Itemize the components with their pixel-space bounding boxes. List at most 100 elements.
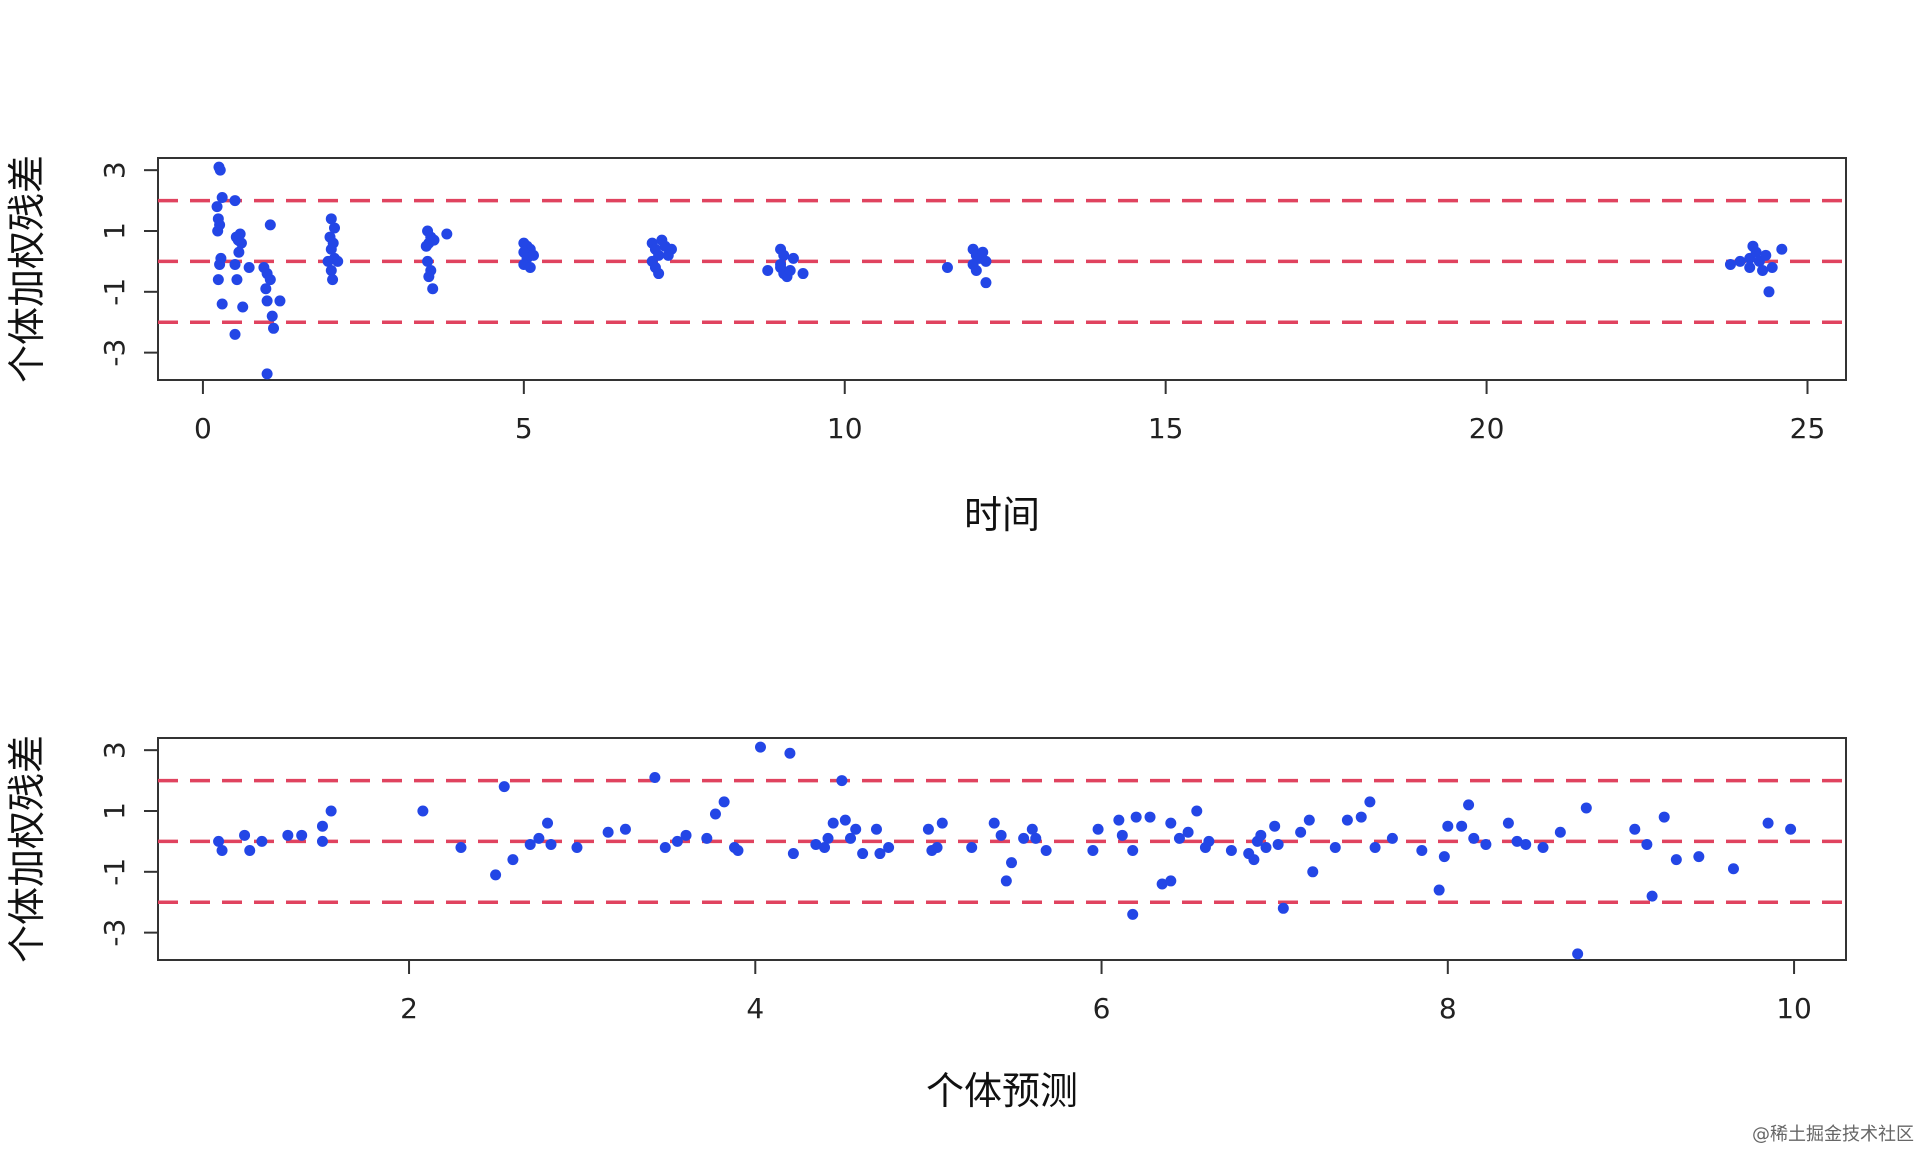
data-point (754, 741, 766, 753)
data-point (296, 829, 308, 841)
data-point (423, 271, 435, 283)
data-point (1087, 845, 1099, 857)
data-point (1670, 854, 1682, 866)
data-point (571, 841, 583, 853)
data-point (1763, 286, 1775, 298)
data-point (1480, 838, 1492, 850)
data-point (1762, 817, 1774, 829)
data-point (1760, 249, 1772, 261)
y-tick-label: 3 (98, 741, 131, 759)
data-point (274, 295, 286, 307)
data-point (729, 841, 741, 853)
data-point (1225, 845, 1237, 857)
data-point (1750, 246, 1762, 258)
data-point (239, 829, 251, 841)
data-point (316, 835, 328, 847)
data-point (1658, 811, 1670, 823)
y-axis: -3 -1 1 3 (98, 741, 158, 947)
data-point (214, 164, 226, 176)
data-point (441, 228, 453, 240)
data-point (787, 252, 799, 264)
data-point (1127, 908, 1139, 920)
data-point (784, 747, 796, 759)
data-point (787, 848, 799, 860)
data-point (1113, 814, 1125, 826)
reference-lines (158, 778, 1846, 904)
data-point (1018, 832, 1030, 844)
data-point (839, 814, 851, 826)
data-point (282, 829, 294, 841)
data-point (784, 265, 796, 277)
data-point (235, 237, 247, 249)
data-point (966, 841, 978, 853)
data-point (332, 255, 344, 267)
data-point (1442, 820, 1454, 832)
y-tick-label: -3 (98, 919, 131, 947)
data-point (325, 805, 337, 817)
data-point (1303, 814, 1315, 826)
data-point (527, 249, 539, 261)
plot-frame (157, 157, 1847, 381)
data-point (941, 261, 953, 273)
data-point (1629, 823, 1641, 835)
data-point (325, 265, 337, 277)
data-point (827, 817, 839, 829)
x-tick-label: 15 (1148, 412, 1184, 445)
data-point (420, 240, 432, 252)
data-point (1277, 902, 1289, 914)
data-point (1554, 826, 1566, 838)
x-axis: 2 4 6 8 10 (400, 960, 1812, 1025)
data-point (428, 234, 440, 246)
data-point (836, 775, 848, 787)
data-point (1734, 255, 1746, 267)
data-point (1116, 829, 1128, 841)
data-point (1456, 820, 1468, 832)
data-point (322, 255, 334, 267)
data-point (244, 845, 256, 857)
data-point (216, 298, 228, 310)
x-tick-label: 10 (1776, 992, 1812, 1025)
data-point (233, 246, 245, 258)
data-point (211, 201, 223, 213)
data-point (1511, 835, 1523, 847)
data-point (653, 268, 665, 280)
y-tick-label: 1 (98, 802, 131, 820)
data-point (762, 265, 774, 277)
data-point (1433, 884, 1445, 896)
data-point (819, 841, 831, 853)
data-point (1092, 823, 1104, 835)
data-point (1272, 838, 1284, 850)
data-point (1641, 838, 1653, 850)
data-point (1468, 832, 1480, 844)
data-point (931, 841, 943, 853)
residual-vs-time-plot: 0 5 10 15 20 25 -3 -1 1 3 时间 个体加权残差 (5, 155, 1847, 537)
data-point (1248, 854, 1260, 866)
data-point (980, 255, 992, 267)
data-points (213, 741, 1797, 960)
data-point (1130, 811, 1142, 823)
data-point (1572, 948, 1584, 960)
reference-lines (158, 198, 1846, 324)
data-point (1463, 799, 1475, 811)
data-point (542, 817, 554, 829)
data-point (1255, 829, 1267, 841)
data-point (498, 781, 510, 793)
data-point (980, 277, 992, 289)
data-point (709, 808, 721, 820)
data-point (455, 841, 467, 853)
data-point (857, 848, 869, 860)
data-point (775, 258, 787, 270)
data-point (1438, 851, 1450, 863)
data-point (619, 823, 631, 835)
data-point (229, 195, 241, 207)
data-point (1727, 863, 1739, 875)
data-point (1416, 845, 1428, 857)
data-point (850, 823, 862, 835)
data-point (718, 796, 730, 808)
data-point (1744, 261, 1756, 273)
data-point (229, 328, 241, 340)
data-point (995, 829, 1007, 841)
data-point (1030, 832, 1042, 844)
data-point (1580, 802, 1592, 814)
data-point (797, 268, 809, 280)
